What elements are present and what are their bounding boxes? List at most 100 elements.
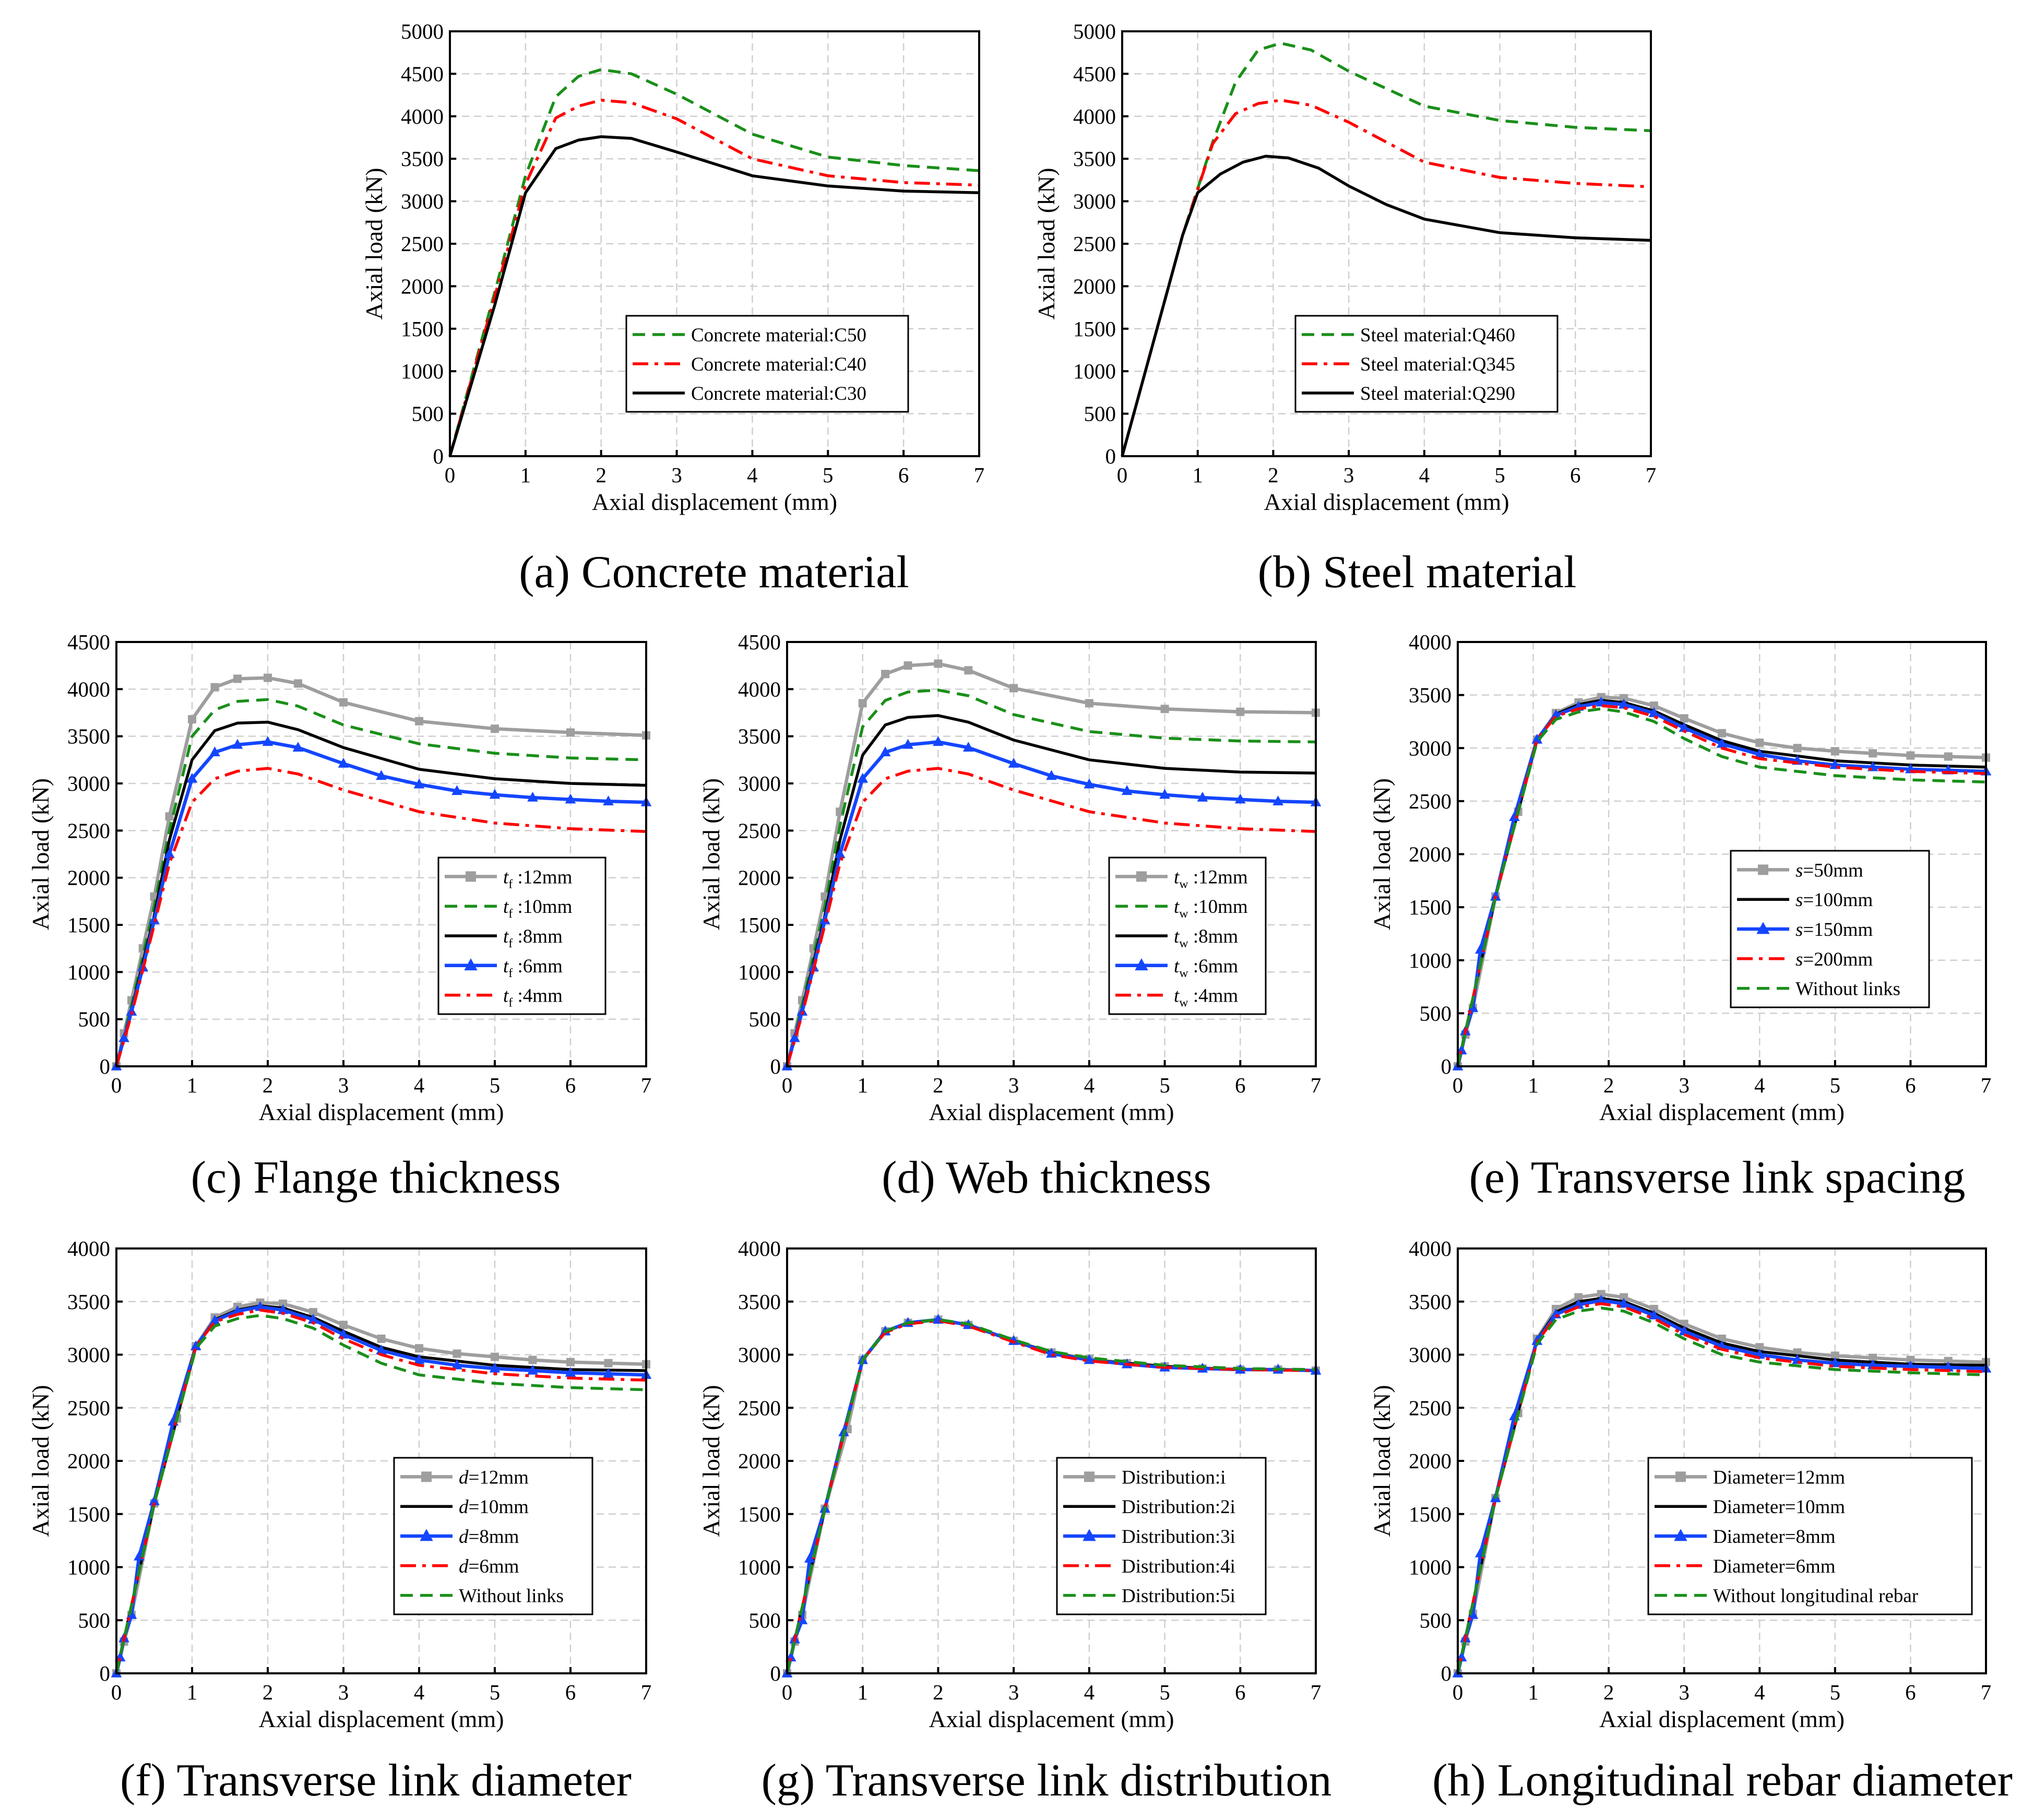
data-point-c-0: [264, 673, 272, 682]
legend-label: Diameter=8mm: [1713, 1526, 1836, 1548]
x-tick-label: 5: [823, 463, 834, 487]
data-point-c-3: [413, 778, 425, 789]
legend-label: tf :8mm: [503, 926, 563, 950]
data-point-c-0: [188, 715, 196, 724]
x-axis-label: Axial displacement (mm): [929, 1099, 1174, 1125]
data-point-c-3: [565, 793, 576, 804]
data-point-c-0: [233, 674, 242, 683]
y-axis-label: Axial load (kN): [1369, 778, 1395, 930]
y-tick-label: 3000: [738, 771, 781, 795]
data-point-h-2: [1573, 1299, 1584, 1309]
x-tick-label: 2: [933, 1073, 944, 1097]
y-tick-label: 2500: [1409, 1396, 1452, 1420]
y-tick-label: 2000: [67, 1449, 110, 1473]
y-tick-label: 3500: [67, 1290, 110, 1314]
x-tick-label: 0: [1453, 1680, 1464, 1704]
data-point-g-2: [804, 1552, 815, 1563]
data-point-c-3: [451, 785, 462, 795]
series-line-c-4: [115, 767, 647, 1067]
y-tick-label: 2000: [1073, 274, 1116, 298]
legend-marker: [1084, 1471, 1095, 1482]
y-tick-label: 0: [770, 1661, 781, 1685]
y-tick-label: 2500: [1073, 232, 1116, 256]
y-tick-label: 1000: [67, 960, 110, 984]
legend-label: tw :4mm: [1174, 985, 1238, 1010]
y-tick-label: 4500: [1073, 62, 1116, 86]
y-tick-label: 0: [770, 1054, 781, 1078]
series-line-d-1: [786, 688, 1316, 1067]
legend-label: s=200mm: [1795, 949, 1873, 970]
y-tick-label: 4000: [1409, 630, 1452, 654]
legend-label: Without links: [459, 1586, 564, 1607]
legend-marker: [1675, 1471, 1686, 1482]
data-point-e-2: [1716, 737, 1728, 748]
data-point-d-3: [962, 742, 974, 752]
x-tick-label: 7: [974, 463, 985, 487]
x-tick-label: 1: [857, 1073, 868, 1097]
data-point-d-3: [1197, 791, 1208, 802]
data-point-c-0: [415, 717, 423, 725]
x-tick-label: 7: [1981, 1680, 1992, 1704]
x-tick-label: 0: [445, 463, 456, 487]
data-point-h-0: [1574, 1293, 1583, 1302]
y-tick-label: 4000: [738, 677, 781, 701]
x-tick-label: 3: [338, 1073, 349, 1097]
legend-label: Steel material:Q290: [1360, 383, 1515, 405]
legend: Concrete material:C50 Concrete material:C…: [625, 315, 909, 413]
x-tick-label: 7: [1981, 1073, 1992, 1097]
y-tick-label: 3500: [1409, 1290, 1452, 1314]
data-point-f-2: [209, 1315, 220, 1325]
legend-label: tw :10mm: [1174, 896, 1248, 921]
data-point-h-2: [1456, 1651, 1467, 1662]
x-tick-label: 5: [1494, 463, 1505, 487]
y-tick-label: 1000: [1409, 1555, 1452, 1579]
data-point-c-0: [566, 728, 575, 737]
data-point-f-2: [190, 1340, 201, 1350]
data-point-h-0: [1755, 1343, 1764, 1352]
data-point-c-3: [527, 791, 538, 802]
x-tick-label: 4: [1084, 1680, 1095, 1704]
y-tick-label: 0: [100, 1661, 111, 1685]
legend: tf :12mm tf :10mm tf :8mm tf :6mm tf :4mm: [437, 857, 606, 1015]
data-point-d-3: [1234, 793, 1246, 804]
data-point-c-0: [210, 683, 219, 692]
x-tick-label: 4: [1754, 1073, 1765, 1097]
data-point-e-0: [1718, 729, 1726, 737]
legend-label: Diameter=6mm: [1713, 1556, 1836, 1577]
data-point-g-2: [796, 1614, 808, 1624]
data-point-h-2: [1467, 1609, 1479, 1619]
x-tick-label: 5: [1159, 1073, 1170, 1097]
y-tick-label: 4000: [401, 104, 444, 128]
y-tick-label: 1500: [738, 913, 781, 937]
data-point-d-3: [1046, 770, 1057, 780]
x-tick-label: 2: [933, 1680, 944, 1704]
legend-label: Diameter=12mm: [1713, 1467, 1845, 1488]
panel-caption: (c) Flange thickness: [191, 1152, 561, 1203]
chart-panel-h: 0 1 2 3 4 5 6 7 0 500 1000 1500 2000 2500 3000 3500 4000…: [1369, 1236, 2013, 1806]
legend: d=12mm d=10mm d=8mm d=6mm Without links: [393, 1457, 593, 1615]
x-axis-label: Axial displacement (mm): [258, 1099, 504, 1125]
data-point-h-0: [1906, 1355, 1915, 1364]
y-tick-label: 0: [1105, 444, 1116, 468]
y-tick-label: 2000: [738, 866, 781, 890]
x-tick-label: 5: [490, 1073, 501, 1097]
data-point-f-0: [339, 1321, 348, 1329]
y-tick-label: 3500: [401, 147, 444, 171]
data-point-e-0: [1755, 739, 1764, 747]
x-tick-label: 7: [641, 1073, 652, 1097]
data-point-e-2: [1531, 733, 1543, 744]
data-point-c-3: [209, 746, 220, 757]
y-tick-label: 0: [100, 1054, 111, 1078]
y-tick-label: 3500: [67, 724, 110, 748]
legend-label: Concrete material:C50: [691, 325, 866, 346]
x-axis-label: Axial displacement (mm): [592, 489, 837, 515]
x-tick-label: 5: [1159, 1680, 1170, 1704]
data-point-c-3: [603, 795, 614, 805]
y-tick-label: 1500: [67, 1502, 110, 1526]
legend-label: Steel material:Q345: [1360, 354, 1515, 375]
series-line-f-4: [115, 1314, 647, 1674]
legend-label: Distribution:i: [1122, 1467, 1226, 1488]
data-point-d-3: [1008, 757, 1019, 768]
series-line-f-3: [115, 1309, 647, 1674]
y-tick-label: 2500: [67, 818, 110, 842]
